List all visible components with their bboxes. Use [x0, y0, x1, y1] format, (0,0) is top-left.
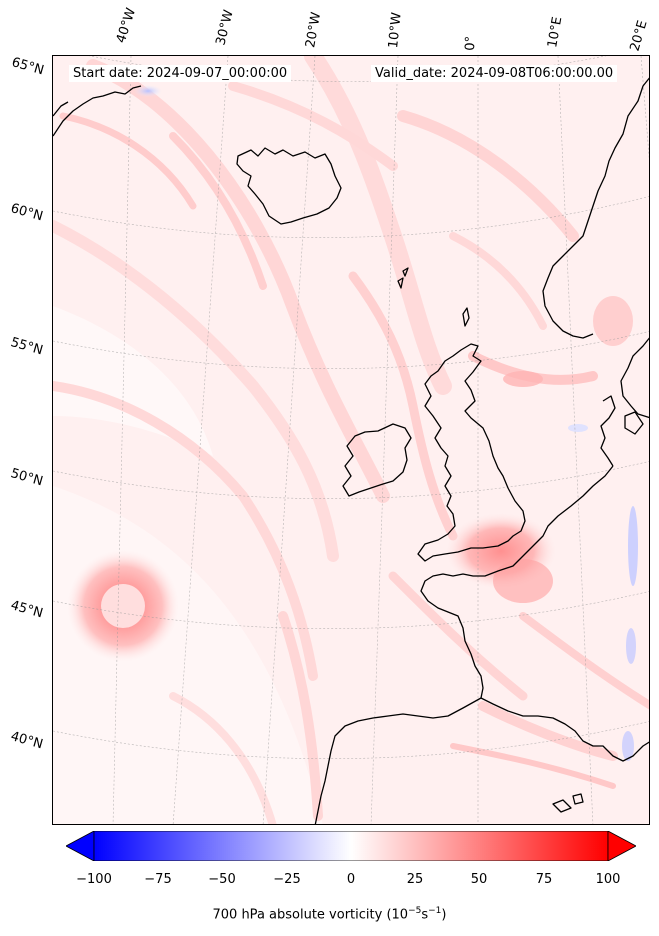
- colorbar-tick: −25: [273, 872, 301, 887]
- colorbar-label: 700 hPa absolute vorticity (10−5s−1): [212, 906, 447, 923]
- colorbar-tick: −50: [208, 872, 236, 887]
- lon-label-30w: 30°W: [213, 8, 237, 47]
- lat-label-50n: 50°N: [8, 466, 45, 490]
- colorbar-max-extend: [607, 831, 636, 861]
- colorbar-tick: 0: [346, 872, 356, 887]
- lat-label-60n: 60°N: [8, 201, 45, 225]
- lon-label-40w: 40°W: [113, 6, 140, 45]
- map-panel[interactable]: Start date: 2024-09-07_00:00:00 Valid_da…: [52, 55, 650, 825]
- lat-label-65n: 65°N: [9, 55, 46, 79]
- lon-label-20w: 20°W: [303, 11, 325, 50]
- colorbar-gradient: [93, 831, 609, 861]
- colorbar-tick: 75: [535, 872, 553, 887]
- lat-label-45n: 45°N: [8, 598, 45, 622]
- colorbar-tick: −75: [144, 872, 172, 887]
- lon-label-10w: 10°W: [386, 11, 405, 50]
- lon-label-0: 0°: [463, 35, 479, 51]
- lat-label-40n: 40°N: [8, 729, 45, 753]
- lon-label-20e: 20°E: [627, 18, 651, 54]
- colorbar-min-extend: [66, 831, 95, 861]
- colorbar-tick: 100: [595, 872, 621, 887]
- lat-label-55n: 55°N: [8, 335, 45, 359]
- colorbar-tick: 50: [470, 872, 488, 887]
- colorbar-tick: −100: [76, 872, 112, 887]
- lon-label-10e: 10°E: [545, 15, 566, 49]
- valid-date-label: Valid_date: 2024-09-08T06:00:00.00: [371, 65, 618, 82]
- start-date-label: Start date: 2024-09-07_00:00:00: [69, 65, 292, 82]
- colorbar-tick: 25: [406, 872, 424, 887]
- vorticity-field: [53, 56, 649, 824]
- colorbar: [66, 831, 636, 861]
